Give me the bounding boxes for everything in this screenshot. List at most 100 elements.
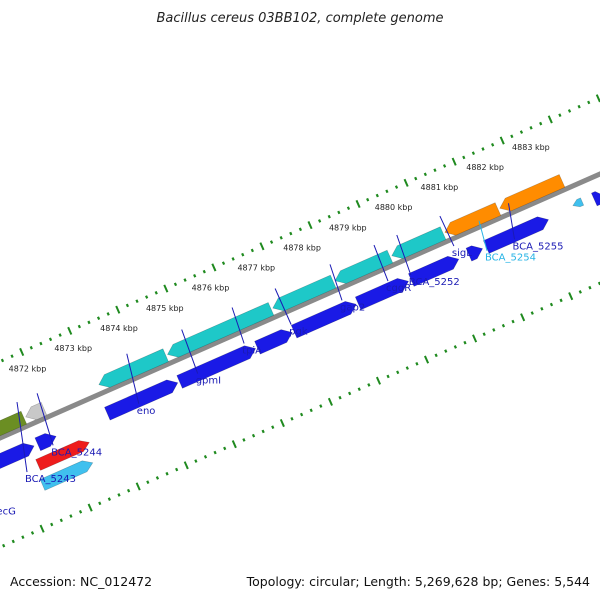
- gene-arrow: [572, 197, 585, 208]
- inner-tick-row: [499, 136, 505, 145]
- outer-tick-row: [98, 501, 102, 506]
- inner-tick-row: [403, 178, 409, 187]
- kbp-tick-label: 4878 kbp: [283, 244, 321, 253]
- gene-arrow: [167, 302, 275, 358]
- map-title: Bacillus cereus 03BB102, complete genome: [156, 11, 443, 26]
- outer-tick-row: [405, 366, 409, 370]
- gene-leader-line: [231, 307, 245, 344]
- kbp-tick-label: 4874 kbp: [100, 324, 138, 333]
- inner-tick-row: [87, 320, 91, 325]
- outer-tick-row: [549, 302, 554, 307]
- outer-tick-row: [213, 450, 217, 455]
- gene-leader-line: [373, 244, 389, 282]
- inner-tick-row: [510, 134, 514, 139]
- outer-tick-row: [146, 480, 150, 485]
- outer-tick-row: [2, 543, 6, 548]
- outer-tick-row: [540, 307, 544, 311]
- inner-tick-row: [19, 347, 25, 357]
- outer-tick-row: [126, 488, 131, 493]
- gene-arrow: [35, 440, 90, 471]
- inner-tick-row: [481, 147, 485, 151]
- outer-tick-row: [251, 433, 256, 438]
- inner-tick-row: [211, 263, 217, 272]
- inner-tick-row: [135, 299, 139, 304]
- inner-tick-row: [355, 199, 361, 209]
- outer-tick-row: [135, 482, 141, 491]
- gene-arrow: [334, 249, 394, 284]
- outer-tick-row: [453, 345, 457, 349]
- gene-leader-line: [126, 353, 140, 404]
- outer-tick-row: [588, 285, 592, 290]
- gene-leader-line: [274, 288, 292, 325]
- kbp-tick-label: 4881 kbp: [421, 183, 459, 192]
- outer-tick-row: [327, 397, 333, 406]
- gene-label: BCA_5243: [25, 474, 76, 485]
- inner-tick-row: [394, 185, 399, 189]
- outer-tick-row: [194, 459, 198, 463]
- outer-tick-row: [271, 425, 275, 430]
- inner-tick-row: [221, 261, 226, 265]
- kbp-tick-label: 4883 kbp: [512, 143, 550, 152]
- gene-label-layer: 4872 kbp 4873 kbp 4874 kbp 4875 kbp 4876 kbp…: [0, 143, 563, 518]
- outer-tick-row: [39, 524, 45, 533]
- outer-tick-row: [223, 446, 227, 451]
- outer-tick-row: [386, 374, 390, 379]
- inner-tick-row: [250, 248, 254, 253]
- gene-arrow: [391, 226, 447, 259]
- gene-arrow: [444, 202, 502, 236]
- gene-label: secG: [0, 507, 16, 518]
- gene-arrow: [176, 345, 257, 389]
- outer-tick-row: [107, 497, 111, 501]
- inner-tick-row: [39, 341, 43, 346]
- outer-tick-row: [299, 412, 304, 417]
- gene-arrow: [98, 348, 169, 388]
- outer-tick-row: [375, 376, 382, 385]
- outer-tick-row: [242, 438, 246, 442]
- outer-tick-row: [87, 503, 93, 512]
- inner-tick-row: [471, 151, 476, 156]
- inner-tick-row: [96, 316, 101, 320]
- inner-tick-row: [567, 109, 572, 113]
- outer-tick-row: [568, 292, 574, 301]
- inner-tick-row: [77, 324, 81, 329]
- outer-tick-row: [231, 440, 237, 449]
- inner-tick-row: [145, 295, 149, 299]
- inner-tick-row: [529, 126, 533, 130]
- gene-label: gap2: [340, 302, 365, 313]
- kbp-tick-label: 4880 kbp: [375, 203, 413, 212]
- outer-tick-row: [11, 539, 15, 544]
- gene-arrow: [465, 245, 484, 262]
- gene-arrow: [272, 274, 337, 312]
- inner-tick-row: [451, 157, 457, 166]
- gene-arrow: [483, 216, 549, 254]
- outer-tick-row: [338, 395, 342, 400]
- inner-tick-row: [318, 219, 322, 223]
- inner-tick-row: [547, 115, 553, 124]
- inner-tick-row: [414, 176, 418, 181]
- gene-leader-line: [329, 264, 343, 301]
- gene-leader-line: [181, 329, 199, 374]
- gene-label: cggR: [386, 283, 411, 294]
- gene-arrow: [0, 442, 35, 469]
- track-layer: [0, 171, 600, 441]
- outer-tick-row: [482, 332, 486, 337]
- gene-label: gpmI: [196, 376, 221, 387]
- gene-arrow: [290, 301, 357, 339]
- gene-leader-line: [508, 203, 515, 240]
- kbp-tick-label: 4877 kbp: [237, 264, 275, 273]
- gene-label: BCA_5244: [51, 447, 102, 458]
- gene-label: eno: [137, 406, 156, 417]
- outer-tick-row: [492, 328, 496, 332]
- outer-tick-row: [69, 514, 73, 518]
- inner-tick-row: [307, 221, 313, 230]
- inner-tick-row: [577, 104, 581, 109]
- inner-tick-row: [202, 269, 206, 274]
- outer-tick-row: [511, 319, 515, 324]
- outer-tick-row: [175, 467, 179, 472]
- gene-arrow: [408, 255, 460, 287]
- inner-tick-row: [10, 354, 14, 359]
- genome-backbone: [0, 171, 600, 441]
- kbp-tick-label: 4882 kbp: [466, 163, 504, 172]
- inner-tick-row: [539, 121, 543, 126]
- inner-tick-row: [154, 290, 158, 295]
